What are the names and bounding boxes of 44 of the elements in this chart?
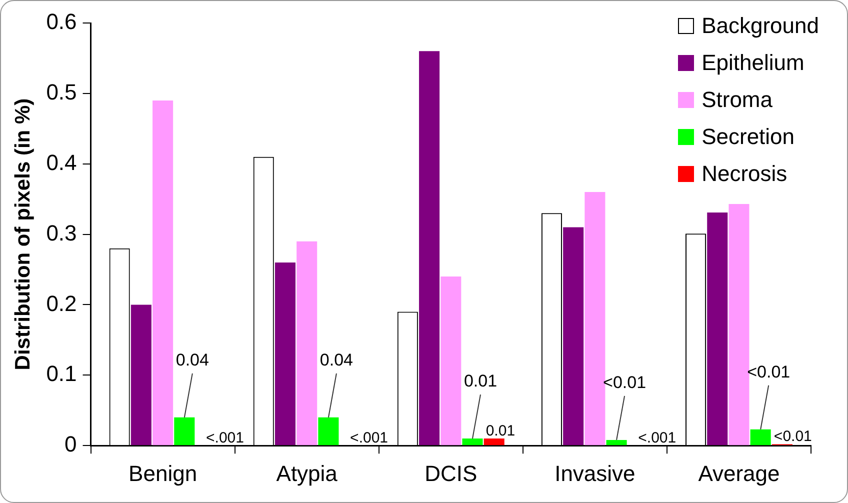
data-label: 0.01 [464,372,498,391]
bar [462,438,483,446]
legend-label: Background [702,12,819,40]
y-tick-label: 0.5 [46,79,77,104]
data-label: 0.04 [320,350,353,370]
bar [606,440,627,446]
bar [584,192,606,446]
bar [174,417,195,446]
y-tick-label: 0.2 [46,290,77,316]
data-label: 0.01 [486,422,516,440]
data-label: <0.01 [747,362,790,382]
legend-label: Necrosis [702,160,788,188]
x-tick-label: Invasive [554,460,636,486]
bar [130,304,152,446]
x-tick-label: Average [698,460,780,486]
bar [707,212,728,446]
y-tick-label: 0 [64,432,77,457]
legend-label: Secretion [702,123,795,151]
legend-label: Epithelium [702,49,804,77]
y-tick-label: 0.6 [46,9,77,34]
bar [484,438,504,446]
data-label: 0.04 [176,350,209,370]
annotation: <.001 [638,430,676,447]
legend-label: Stroma [702,86,772,114]
x-tick-label: Atypia [276,460,338,486]
bar [750,429,771,446]
y-tick-label: 0.4 [46,150,77,175]
x-tick-label: Benign [128,460,198,486]
bar [318,417,339,446]
y-tick-label: 0.3 [46,220,77,246]
bar [440,276,462,446]
bar [296,241,318,446]
annotation: <.001 [350,430,388,447]
y-axis-title: Distribution of pixels (in %) [11,98,34,370]
data-label: <0.01 [603,372,646,392]
bar [152,100,174,446]
bar [563,227,584,446]
data-label: <0.01 [774,428,812,446]
bar [728,204,750,446]
bar [274,262,296,446]
y-tick-label: 0.1 [46,361,77,386]
x-tick-label: DCIS [424,460,478,486]
bar [419,51,440,446]
annotation: <.001 [206,430,244,447]
